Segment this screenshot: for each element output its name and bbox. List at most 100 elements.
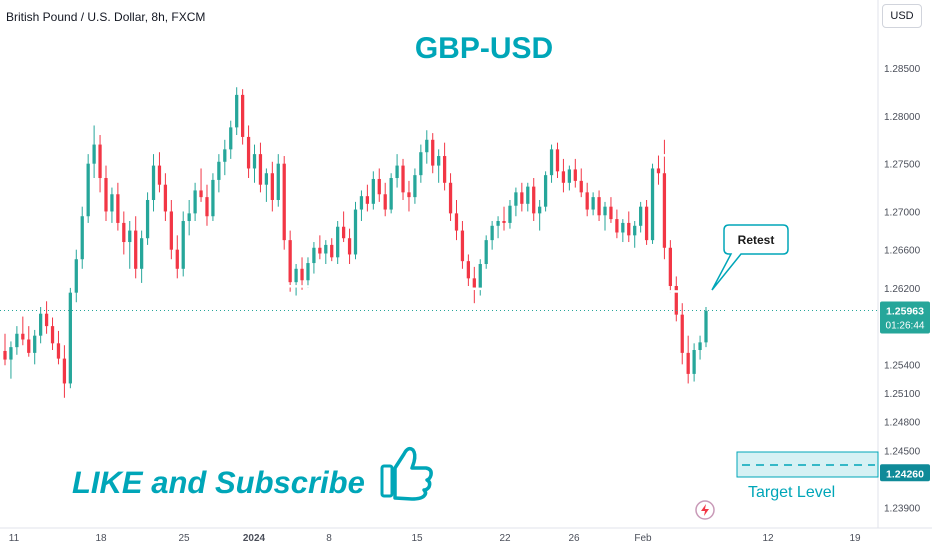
y-tick-label: 1.27500 [884,160,921,171]
candle-body [288,240,292,283]
candle-body [56,343,61,359]
candle-body [128,230,132,243]
candle-body [98,144,102,179]
pennant-lower-line[interactable] [129,282,787,295]
candle-body [116,194,120,223]
target-price-value: 1.24260 [886,468,924,480]
candle-body [591,197,595,210]
candle-body [448,182,453,214]
candle-body [353,209,358,255]
candle-body [704,310,708,343]
candle-body [252,154,257,169]
candle-body [668,247,672,286]
candle-body [484,240,488,265]
candle-body [33,335,37,353]
thumbs-up-icon[interactable] [380,446,433,501]
candle-body [437,156,441,166]
candle-body [401,165,405,193]
x-tick-label: 18 [95,533,107,544]
candle-body [282,163,286,241]
candle-body [383,194,387,210]
candle-body [39,313,43,336]
candle-body [579,180,583,193]
candle-body [389,178,393,210]
x-tick-label: 11 [9,533,20,544]
candle-body [603,206,607,216]
candle-body [561,171,566,183]
candle-body [74,259,78,293]
candle-body [371,178,375,204]
candle-body [86,163,90,217]
cta-text[interactable]: LIKE and Subscribe [72,465,365,500]
candle-body [538,206,542,214]
candle-body [359,196,364,210]
candle-body [585,192,589,210]
pennant-upper-line[interactable] [223,75,793,180]
candle-body [21,333,25,340]
candle-body [27,339,31,353]
projection-arrow-line [722,297,787,459]
x-tick-label: 8 [326,533,332,544]
candle-body [223,149,227,162]
candle-body [15,333,19,348]
lightning-circle [695,500,715,520]
candle-body [490,225,494,241]
candle-body [413,175,417,198]
candle-body [686,352,690,374]
candle-body [662,173,667,248]
candle-body [145,199,150,239]
candle-body [407,192,411,198]
target-price-badge [880,464,930,482]
candle-body [395,165,399,179]
pattern-label: bearish Pennant [431,86,581,132]
candle-body [633,225,637,236]
x-tick-label: 25 [178,533,190,544]
candle-body [627,222,631,236]
candle-body [674,285,678,315]
thumb-hand [393,446,433,501]
candle-body [615,219,619,233]
candle-body [276,163,280,200]
candle-body [229,127,233,150]
candle-body [549,149,554,176]
candle-body [555,149,560,172]
candle-body [330,244,334,258]
candle-body [181,221,185,269]
symbol-title[interactable]: British Pound / U.S. Dollar, 8h, FXCM [6,10,206,24]
candle-body [609,206,613,220]
lightning-icon[interactable] [695,500,715,520]
candle-body [460,230,465,262]
candle-body [496,221,500,226]
y-tick-label: 1.25100 [884,389,921,400]
currency-button[interactable]: USD [882,4,922,28]
candle-body [217,161,221,180]
candle-body [246,136,251,169]
chart-title: GBP-USD [415,32,553,65]
candle-body [454,213,459,231]
candle-body [520,192,524,204]
candle-body [62,358,67,384]
current-price-badge [880,301,930,334]
candle-body [270,173,274,200]
candle-body [680,314,684,353]
candle-body [341,226,346,239]
x-tick-label: Feb [634,533,652,544]
y-tick-label: 1.24800 [884,418,921,429]
candle-body [193,190,197,214]
candle-body [698,342,702,351]
candle-body [573,169,577,181]
retest-label: Retest [738,233,775,247]
retest-callout[interactable] [711,224,789,291]
candle-body [300,268,304,281]
candle-body [621,222,625,233]
candle-body [3,350,7,360]
y-tick-label: 1.25400 [884,360,921,371]
candle-body [514,192,518,206]
candle-body [80,216,84,260]
y-tick-label: 1.26200 [884,284,921,295]
candle-body [68,292,72,384]
x-tick-label: 12 [762,533,774,544]
candle-body [365,196,370,204]
candle-body [104,178,108,212]
